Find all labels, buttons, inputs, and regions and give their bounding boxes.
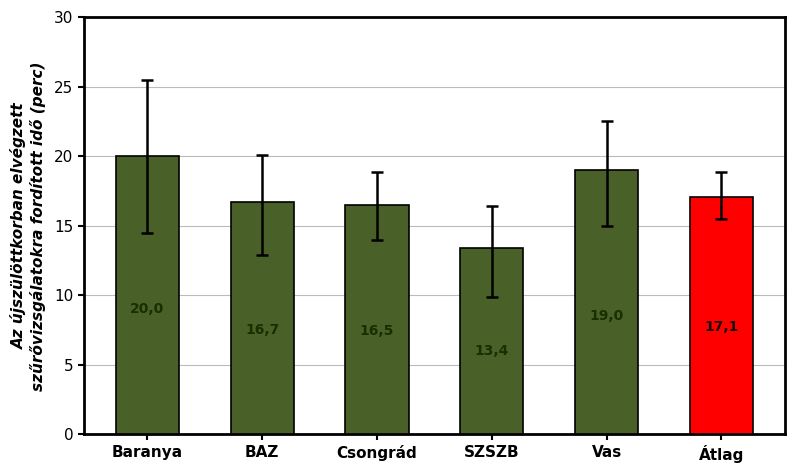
Text: 19,0: 19,0	[590, 309, 624, 322]
Y-axis label: Az újszülöttkorban elvégzett
szűrővizsgálatokra fordított idő (perc): Az újszülöttkorban elvégzett szűrővizsgá…	[11, 61, 45, 391]
Bar	[460, 248, 523, 435]
Bar	[115, 156, 179, 435]
Bar	[345, 205, 408, 435]
Bar	[690, 197, 753, 435]
Bar	[231, 202, 294, 435]
Text: 17,1: 17,1	[704, 320, 739, 335]
Text: 16,7: 16,7	[245, 323, 279, 337]
Text: 13,4: 13,4	[474, 344, 509, 357]
Bar	[575, 170, 638, 435]
Text: 16,5: 16,5	[360, 324, 394, 338]
Text: 20,0: 20,0	[131, 302, 165, 316]
